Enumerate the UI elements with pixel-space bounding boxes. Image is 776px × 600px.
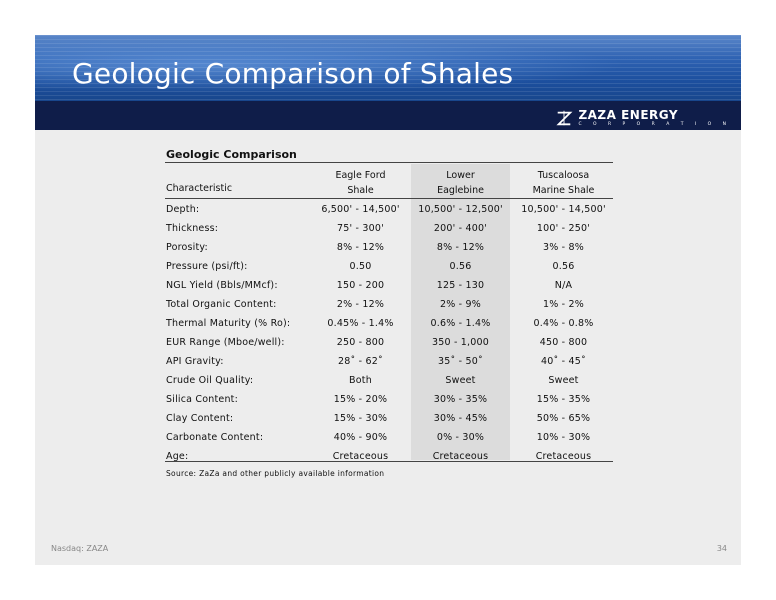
cell-eagle-ford: 40% - 90% [333, 432, 388, 443]
cell-tuscaloosa: 40˚ - 45˚ [541, 356, 586, 367]
cell-eagle-ford: 15% - 30% [333, 413, 388, 424]
cell-tuscaloosa: 1% - 2% [542, 299, 584, 310]
banner-stripes [35, 35, 741, 101]
cell-lower-eaglebine: Cretaceous [432, 451, 489, 462]
table-row: Total Organic Content: 2% - 12% 2% - 9% 1% … [165, 297, 613, 316]
title-banner: Geologic Comparison of Shales [35, 35, 741, 101]
company-logo: ZAZA ENERGY C O R P O R A T I O N [555, 109, 731, 128]
header-eagle-ford-line1: Eagle Ford [335, 170, 386, 181]
header-lower-eaglebine: Lower Eaglebine [411, 168, 510, 198]
row-label: Silica Content: [166, 394, 238, 405]
cell-tuscaloosa: 50% - 65% [536, 413, 591, 424]
table-row: API Gravity: 28˚ - 62˚ 35˚ - 50˚ 40˚ - 45˚ [165, 354, 613, 373]
table-top-rule [165, 162, 613, 163]
table-row: Thermal Maturity (% Ro): 0.45% - 1.4% 0.6%… [165, 316, 613, 335]
cell-tuscaloosa: Cretaceous [535, 451, 592, 462]
table-row: Thickness: 75' - 300' 200' - 400' 100' - 25… [165, 221, 613, 240]
cell-tuscaloosa: 450 - 800 [539, 337, 588, 348]
cell-tuscaloosa: 100' - 250' [536, 223, 591, 234]
logo-name: ZAZA ENERGY [578, 108, 679, 122]
cell-tuscaloosa: 0.56 [552, 261, 575, 272]
row-label: Thickness: [166, 223, 219, 234]
row-label: Crude Oil Quality: [166, 375, 254, 386]
table-body: Depth: 6,500' - 14,500' 10,500' - 12,500' 1… [165, 202, 613, 468]
row-label: Total Organic Content: [166, 299, 277, 310]
header-eagle-ford-line2: Shale [347, 185, 374, 196]
table-title: Geologic Comparison [166, 148, 297, 161]
cell-eagle-ford: Cretaceous [332, 451, 389, 462]
highlight-column [411, 164, 510, 460]
cell-lower-eaglebine: 30% - 35% [433, 394, 488, 405]
table-row: NGL Yield (Bbls/MMcf): 150 - 200 125 - 130… [165, 278, 613, 297]
cell-lower-eaglebine: 10,500' - 12,500' [418, 204, 503, 215]
cell-eagle-ford: 250 - 800 [336, 337, 385, 348]
cell-lower-eaglebine: 0.56 [449, 261, 472, 272]
cell-tuscaloosa: 15% - 35% [536, 394, 591, 405]
cell-eagle-ford: 8% - 12% [336, 242, 385, 253]
cell-lower-eaglebine: 125 - 130 [436, 280, 485, 291]
cell-eagle-ford: 150 - 200 [336, 280, 385, 291]
table-row: Pressure (psi/ft): 0.50 0.56 0.56 [165, 259, 613, 278]
table-row: Porosity: 8% - 12% 8% - 12% 3% - 8% [165, 240, 613, 259]
cell-lower-eaglebine: 350 - 1,000 [432, 337, 489, 348]
table-row: Clay Content: 15% - 30% 30% - 45% 50% - 65% [165, 411, 613, 430]
cell-eagle-ford: 6,500' - 14,500' [321, 204, 400, 215]
cell-lower-eaglebine: 200' - 400' [433, 223, 488, 234]
header-tuscaloosa-line1: Tuscaloosa [537, 170, 590, 181]
slide-title: Geologic Comparison of Shales [72, 57, 514, 90]
cell-lower-eaglebine: 8% - 12% [436, 242, 485, 253]
header-lower-eaglebine-line1: Lower [446, 170, 475, 181]
cell-eagle-ford: 15% - 20% [333, 394, 388, 405]
table-row: Carbonate Content: 40% - 90% 0% - 30% 10% -… [165, 430, 613, 449]
table-header-rule [165, 198, 613, 199]
header-eagle-ford: Eagle Ford Shale [311, 168, 410, 198]
cell-tuscaloosa: 3% - 8% [542, 242, 584, 253]
page-number: 34 [716, 544, 727, 553]
cell-tuscaloosa: 0.4% - 0.8% [533, 318, 594, 329]
cell-eagle-ford: 75' - 300' [337, 223, 384, 234]
table-row: Crude Oil Quality: Both Sweet Sweet [165, 373, 613, 392]
cell-lower-eaglebine: 35˚ - 50˚ [438, 356, 483, 367]
cell-lower-eaglebine: 2% - 9% [439, 299, 481, 310]
header-tuscaloosa-line2: Marine Shale [532, 185, 595, 196]
header-lower-eaglebine-line2: Eaglebine [437, 185, 484, 196]
logo-subtitle: C O R P O R A T I O N [578, 122, 731, 127]
cell-eagle-ford: 28˚ - 62˚ [338, 356, 383, 367]
zaza-logo-icon [556, 111, 573, 126]
table-bottom-rule [165, 461, 613, 462]
cell-tuscaloosa: 10,500' - 14,500' [521, 204, 606, 215]
cell-lower-eaglebine: 0.6% - 1.4% [430, 318, 491, 329]
banner-glow [35, 35, 741, 101]
cell-lower-eaglebine: 0% - 30% [436, 432, 485, 443]
row-label: Clay Content: [166, 413, 234, 424]
row-label: Porosity: [166, 242, 208, 253]
source-note: Source: ZaZa and other publicly availabl… [166, 469, 385, 478]
row-label: Depth: [166, 204, 200, 215]
table-row: Age: Cretaceous Cretaceous Cretaceous [165, 449, 613, 468]
cell-lower-eaglebine: Sweet [445, 375, 476, 386]
header-characteristic: Characteristic [166, 183, 233, 194]
slide: Geologic Comparison of Shales ZAZA ENERG… [35, 35, 741, 565]
footer-ticker: Nasdaq: ZAZA [51, 544, 109, 553]
table-row: EUR Range (Mboe/well): 250 - 800 350 - 1,0… [165, 335, 613, 354]
row-label: Pressure (psi/ft): [166, 261, 248, 272]
cell-tuscaloosa: N/A [554, 280, 573, 291]
row-label: Carbonate Content: [166, 432, 264, 443]
dark-band [35, 101, 741, 130]
cell-eagle-ford: Both [349, 375, 372, 386]
cell-tuscaloosa: Sweet [548, 375, 579, 386]
row-label: API Gravity: [166, 356, 224, 367]
table-row: Silica Content: 15% - 20% 30% - 35% 15% - 3… [165, 392, 613, 411]
cell-tuscaloosa: 10% - 30% [536, 432, 591, 443]
row-label: Thermal Maturity (% Ro): [166, 318, 291, 329]
cell-eagle-ford: 0.50 [349, 261, 372, 272]
row-label: Age: [166, 451, 189, 462]
cell-eagle-ford: 0.45% - 1.4% [327, 318, 394, 329]
table-row: Depth: 6,500' - 14,500' 10,500' - 12,500' 1… [165, 202, 613, 221]
row-label: NGL Yield (Bbls/MMcf): [166, 280, 278, 291]
row-label: EUR Range (Mboe/well): [166, 337, 285, 348]
header-tuscaloosa: Tuscaloosa Marine Shale [514, 168, 613, 198]
cell-eagle-ford: 2% - 12% [336, 299, 385, 310]
cell-lower-eaglebine: 30% - 45% [433, 413, 488, 424]
